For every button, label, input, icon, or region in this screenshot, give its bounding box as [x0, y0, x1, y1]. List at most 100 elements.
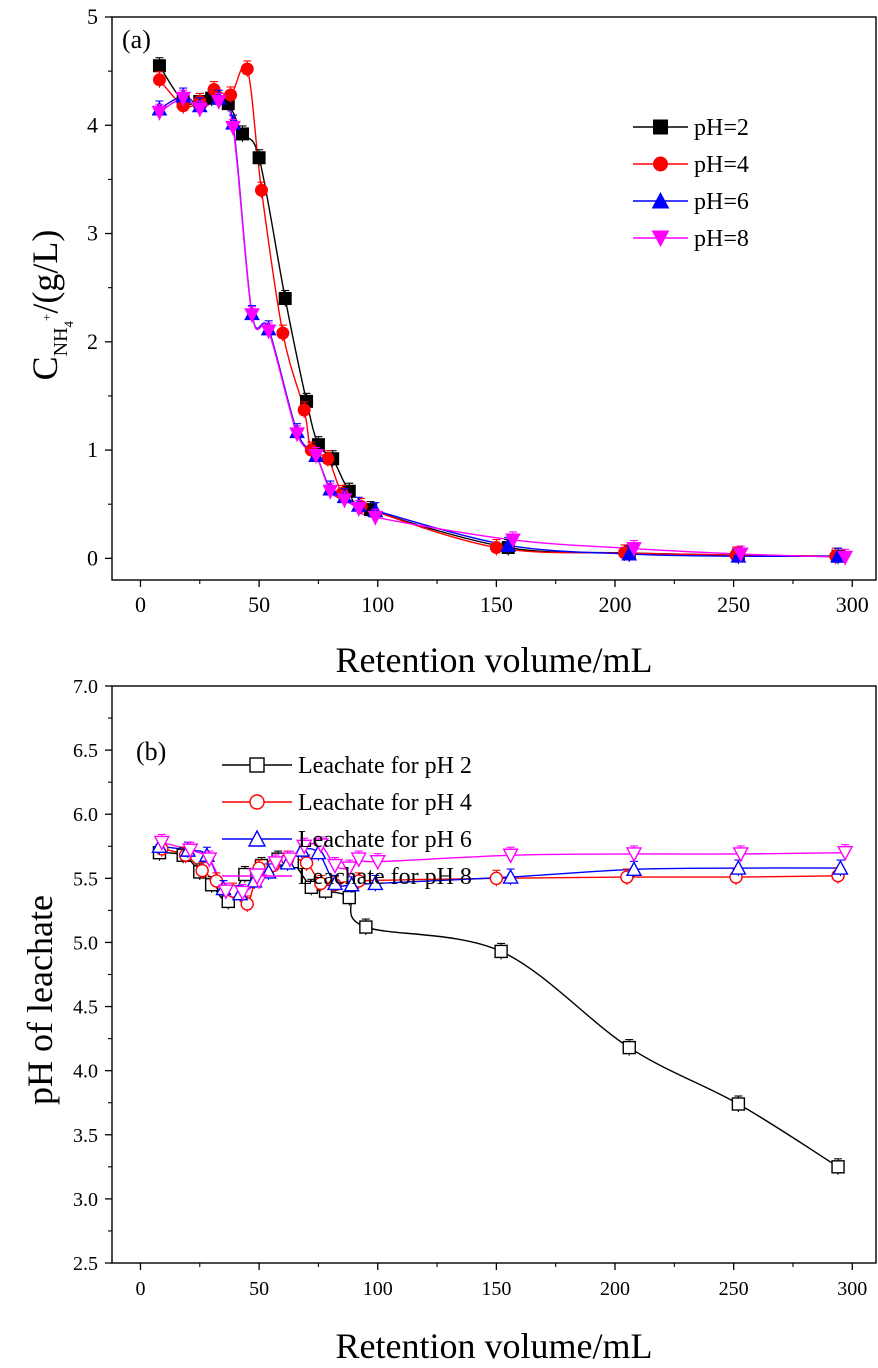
y-tick-label: 7.0 — [73, 676, 98, 698]
legend-label: Leachate for pH 2 — [298, 753, 472, 779]
y-tick-label: 6.5 — [73, 740, 98, 762]
marker-point — [626, 542, 642, 557]
y-title-tail: /(g/L) — [25, 230, 65, 314]
marker-point — [350, 502, 367, 517]
data-point — [732, 845, 749, 863]
data-point — [151, 103, 168, 121]
data-point — [622, 1039, 636, 1056]
legend-item: Leachate for pH 4 — [222, 790, 472, 816]
x-tick-label: 300 — [837, 1278, 867, 1300]
marker-point — [240, 897, 254, 911]
marker-point — [191, 102, 208, 118]
legend-label: pH=2 — [694, 115, 749, 141]
marker-point — [625, 860, 643, 877]
marker-point — [151, 105, 168, 121]
data-point — [336, 491, 353, 508]
marker-point — [732, 847, 749, 863]
marker-point — [832, 859, 849, 875]
legend-marker — [651, 191, 670, 209]
marker-point — [175, 91, 192, 107]
data-point — [240, 60, 254, 77]
marker-point — [367, 874, 384, 891]
data-point — [732, 545, 749, 563]
y-tick-label: 3.5 — [73, 1125, 98, 1147]
data-point — [312, 836, 329, 854]
data-point — [195, 862, 209, 879]
data-point — [234, 883, 251, 901]
legend-item: pH=4 — [633, 152, 749, 178]
panel-a-tick-labels: 0 50 100 150 200 250 300 0 1 2 3 4 5 — [87, 4, 869, 617]
y-title-subsub: 4 — [61, 320, 76, 327]
marker-point — [182, 843, 199, 859]
data-point — [276, 324, 290, 342]
x-tick-label: 300 — [836, 592, 869, 617]
data-point — [342, 889, 356, 906]
data-point — [626, 540, 642, 557]
data-point — [225, 118, 241, 136]
marker-point — [341, 861, 358, 877]
marker-point — [502, 848, 519, 864]
marker-point — [260, 324, 277, 340]
legend-marker — [653, 119, 668, 135]
y-tick-label: 5.5 — [73, 868, 98, 890]
legend-item: pH=6 — [633, 189, 749, 215]
x-tick-label: 200 — [599, 592, 632, 617]
marker-point — [201, 852, 218, 868]
data-point — [832, 859, 849, 877]
marker-point — [234, 885, 251, 901]
panel-a-label: (a) — [122, 25, 151, 54]
data-point — [350, 499, 367, 517]
legend-item: Leachate for pH 6 — [222, 827, 472, 853]
x-tick-label: 50 — [248, 592, 270, 617]
data-point — [217, 882, 235, 900]
marker-point — [238, 867, 252, 882]
data-point — [625, 845, 643, 863]
panel-a-legend: pH=2 pH=4 pH=6 pH=8 — [633, 115, 749, 252]
marker-point — [195, 863, 209, 878]
y-title-main: C — [25, 356, 65, 380]
marker-point — [314, 876, 328, 891]
data-point — [308, 446, 324, 464]
marker-point — [312, 838, 329, 854]
marker-point — [505, 533, 521, 548]
legend-marker — [247, 829, 267, 847]
marker-point — [837, 550, 853, 566]
data-point — [489, 869, 504, 887]
data-point — [352, 872, 366, 889]
y-tick-label: 3.0 — [73, 1189, 98, 1211]
data-point — [326, 856, 344, 874]
x-tick-label: 100 — [363, 1278, 393, 1300]
marker-point — [281, 852, 299, 868]
marker-point — [152, 59, 166, 73]
x-tick-label: 250 — [717, 592, 750, 617]
legend-item: Leachate for pH 2 — [222, 753, 472, 779]
data-point — [260, 322, 277, 340]
marker-point — [152, 73, 166, 87]
marker-point — [367, 510, 384, 526]
data-point — [152, 57, 166, 74]
legend-label: Leachate for pH 4 — [298, 790, 472, 816]
data-point — [254, 181, 268, 199]
data-point — [322, 482, 339, 500]
y-tick-label: 5 — [87, 4, 98, 29]
data-point — [191, 100, 208, 118]
panel-a-x-axis-title: Retention volume/mL — [336, 640, 653, 680]
marker-point — [336, 493, 353, 508]
marker-point — [322, 484, 339, 500]
svg-text:CNH4+/(g/L): CNH4 +/(g/L) — [25, 230, 76, 381]
data-point — [326, 874, 344, 892]
legend-marker — [653, 156, 668, 172]
marker-point — [240, 62, 254, 76]
data-point — [343, 876, 360, 893]
x-tick-label: 0 — [135, 1278, 145, 1300]
panel-a: 0 50 100 150 200 250 300 0 1 2 3 4 5 (a) Retention v… — [25, 4, 877, 680]
x-tick-label: 150 — [480, 592, 513, 617]
marker-point — [252, 151, 266, 165]
y-tick-label: 2.5 — [73, 1253, 98, 1275]
legend-label: Leachate for pH 6 — [298, 827, 472, 853]
panel-a-markers — [151, 57, 853, 566]
data-point — [730, 859, 747, 877]
marker-point — [310, 844, 327, 860]
data-point — [494, 942, 508, 960]
plot-frame — [111, 685, 877, 1264]
